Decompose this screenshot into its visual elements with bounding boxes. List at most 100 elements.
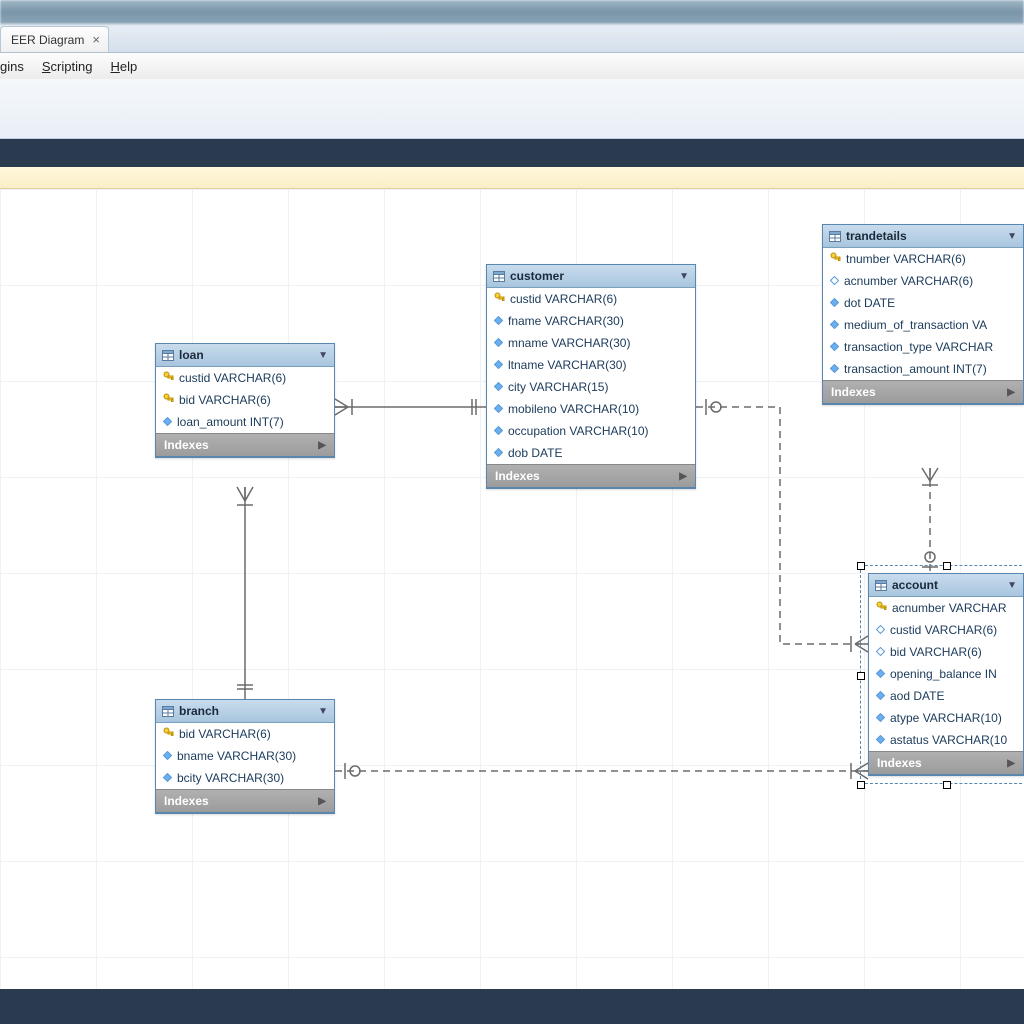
- diamond-icon: [876, 733, 885, 747]
- column-row[interactable]: medium_of_transaction VA: [823, 314, 1023, 336]
- column-text: mobileno VARCHAR(10): [508, 402, 639, 416]
- column-text: occupation VARCHAR(10): [508, 424, 649, 438]
- entity-title: customer: [510, 269, 564, 283]
- column-row[interactable]: city VARCHAR(15): [487, 376, 695, 398]
- entity-trandetails[interactable]: trandetails▼tnumber VARCHAR(6)acnumber V…: [822, 224, 1024, 405]
- column-text: astatus VARCHAR(10: [890, 733, 1007, 747]
- diamond-icon: [163, 771, 172, 785]
- diamond-icon: [163, 749, 172, 763]
- column-text: acnumber VARCHAR: [892, 601, 1006, 615]
- indexes-section[interactable]: Indexes▶: [156, 433, 334, 456]
- column-row[interactable]: dot DATE: [823, 292, 1023, 314]
- indexes-section[interactable]: Indexes▶: [487, 464, 695, 487]
- entity-customer[interactable]: customer ▼ custid VARCHAR(6) fname VARCHAR(…: [486, 264, 696, 489]
- entity-body: custid VARCHAR(6) fname VARCHAR(30) mname …: [487, 288, 695, 464]
- menu-bar: gins Scripting Help: [0, 53, 1024, 79]
- column-row[interactable]: ltname VARCHAR(30): [487, 354, 695, 376]
- diamond-icon: [876, 667, 885, 681]
- collapse-icon[interactable]: ▼: [318, 706, 328, 717]
- column-row[interactable]: bid VARCHAR(6): [156, 723, 334, 745]
- column-row[interactable]: transaction_amount INT(7): [823, 358, 1023, 380]
- titlebar-blur: [0, 0, 1024, 24]
- resize-handle[interactable]: [857, 672, 865, 680]
- column-text: bid VARCHAR(6): [179, 393, 271, 407]
- menu-item-help[interactable]: Help: [110, 59, 137, 74]
- diamond-icon: [830, 340, 839, 354]
- column-row[interactable]: mname VARCHAR(30): [487, 332, 695, 354]
- column-row[interactable]: custid VARCHAR(6): [156, 367, 334, 389]
- column-row[interactable]: bid VARCHAR(6): [156, 389, 334, 411]
- toolbar-strip: [0, 79, 1024, 139]
- key-icon: [163, 727, 174, 741]
- diagram-canvas[interactable]: loan▼ custid VARCHAR(6) bid VARCHAR(6) loan…: [0, 189, 1024, 989]
- column-row[interactable]: aod DATE: [869, 685, 1023, 707]
- column-row[interactable]: transaction_type VARCHAR: [823, 336, 1023, 358]
- column-row[interactable]: bcity VARCHAR(30): [156, 767, 334, 789]
- column-text: mname VARCHAR(30): [508, 336, 630, 350]
- entity-loan[interactable]: loan▼ custid VARCHAR(6) bid VARCHAR(6) loan…: [155, 343, 335, 458]
- column-row[interactable]: occupation VARCHAR(10): [487, 420, 695, 442]
- menu-item-plugins[interactable]: gins: [0, 59, 24, 74]
- expand-icon: ▶: [318, 440, 326, 451]
- entity-title: branch: [179, 704, 219, 718]
- column-text: custid VARCHAR(6): [179, 371, 286, 385]
- column-row[interactable]: acnumber VARCHAR(6): [823, 270, 1023, 292]
- column-row[interactable]: opening_balance IN: [869, 663, 1023, 685]
- indexes-section[interactable]: Indexes▶: [869, 751, 1023, 774]
- column-row[interactable]: astatus VARCHAR(10: [869, 729, 1023, 751]
- diamond-icon: [876, 711, 885, 725]
- menu-item-scripting[interactable]: Scripting: [42, 59, 93, 74]
- entity-branch[interactable]: branch ▼ bid VARCHAR(6)bname VARCHAR(30) bc…: [155, 699, 335, 814]
- collapse-icon[interactable]: ▼: [1007, 231, 1017, 242]
- entity-title: account: [892, 578, 938, 592]
- entity-body: tnumber VARCHAR(6)acnumber VARCHAR(6) dot…: [823, 248, 1023, 380]
- column-row[interactable]: loan_amount INT(7): [156, 411, 334, 433]
- column-text: bcity VARCHAR(30): [177, 771, 284, 785]
- close-icon[interactable]: ×: [92, 32, 100, 47]
- resize-handle[interactable]: [943, 781, 951, 789]
- diamond-icon: [876, 689, 885, 703]
- bottom-panel: [0, 989, 1024, 1024]
- column-row[interactable]: fname VARCHAR(30): [487, 310, 695, 332]
- collapse-icon[interactable]: ▼: [679, 271, 689, 282]
- column-text: atype VARCHAR(10): [890, 711, 1002, 725]
- entity-headerader[interactable]: loan▼: [156, 344, 334, 367]
- column-row[interactable]: mobileno VARCHAR(10): [487, 398, 695, 420]
- tab-eer-diagram[interactable]: EER Diagram ×: [0, 26, 109, 52]
- column-text: fname VARCHAR(30): [508, 314, 624, 328]
- indexes-label: Indexes: [164, 794, 209, 808]
- entity-headerader[interactable]: trandetails▼: [823, 225, 1023, 248]
- entity-headerader[interactable]: branch ▼: [156, 700, 334, 723]
- collapse-icon[interactable]: ▼: [1007, 580, 1017, 591]
- resize-handle[interactable]: [857, 562, 865, 570]
- column-row[interactable]: tnumber VARCHAR(6): [823, 248, 1023, 270]
- column-row[interactable]: custid VARCHAR(6): [487, 288, 695, 310]
- key-icon: [163, 393, 174, 407]
- expand-icon: ▶: [318, 796, 326, 807]
- resize-handle[interactable]: [857, 781, 865, 789]
- diamond-icon: [494, 336, 503, 350]
- collapse-icon[interactable]: ▼: [318, 350, 328, 361]
- column-text: dot DATE: [844, 296, 895, 310]
- column-row[interactable]: bid VARCHAR(6): [869, 641, 1023, 663]
- entity-headerader[interactable]: customer ▼: [487, 265, 695, 288]
- menu-label: Help: [110, 59, 137, 74]
- indexes-section[interactable]: Indexes▶: [823, 380, 1023, 403]
- column-text: custid VARCHAR(6): [510, 292, 617, 306]
- column-text: bid VARCHAR(6): [890, 645, 982, 659]
- dark-strip: [0, 139, 1024, 167]
- diamond-icon: [163, 415, 172, 429]
- column-row[interactable]: bname VARCHAR(30): [156, 745, 334, 767]
- resize-handle[interactable]: [943, 562, 951, 570]
- column-text: opening_balance IN: [890, 667, 997, 681]
- indexes-section[interactable]: Indexes ▶: [156, 789, 334, 812]
- indexes-label: Indexes: [877, 756, 922, 770]
- column-row[interactable]: atype VARCHAR(10): [869, 707, 1023, 729]
- entity-account[interactable]: account ▼acnumber VARCHAR custid VARCHAR(6…: [868, 573, 1024, 776]
- column-row[interactable]: dob DATE: [487, 442, 695, 464]
- column-row[interactable]: acnumber VARCHAR: [869, 597, 1023, 619]
- column-row[interactable]: custid VARCHAR(6): [869, 619, 1023, 641]
- table-icon: [875, 580, 887, 591]
- entity-headerader[interactable]: account ▼: [869, 574, 1023, 597]
- column-text: custid VARCHAR(6): [890, 623, 997, 637]
